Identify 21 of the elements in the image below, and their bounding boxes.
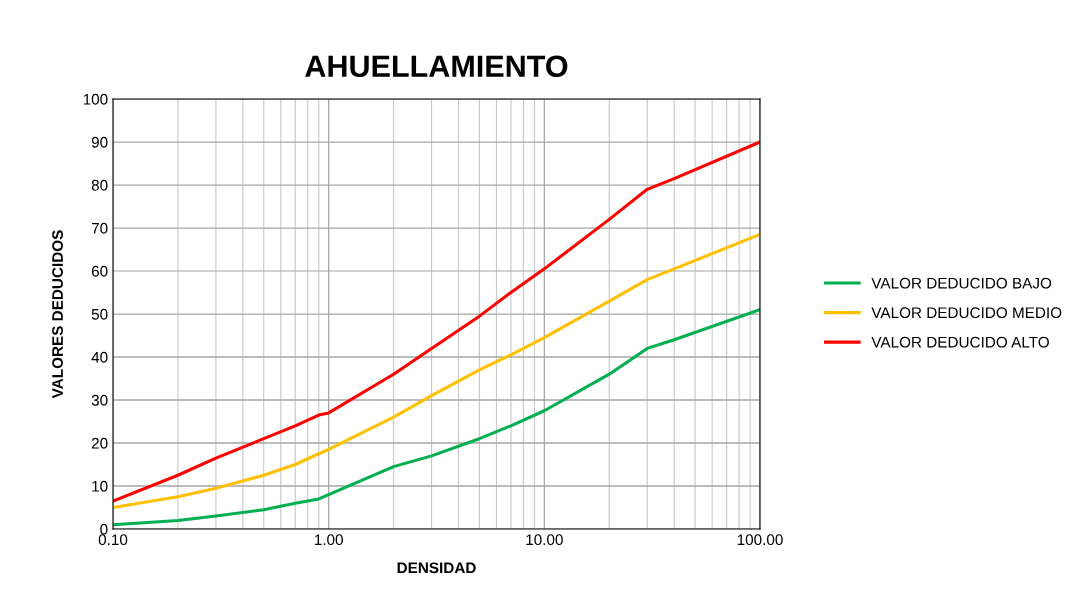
y-tick-label: 60 <box>91 265 108 277</box>
legend-label: VALOR DEDUCIDO ALTO <box>871 336 1049 348</box>
y-tick-label: 30 <box>91 394 108 406</box>
y-tick-label: 70 <box>91 222 108 234</box>
y-tick-label: 0 <box>100 523 108 535</box>
y-tick-label: 80 <box>91 179 108 191</box>
y-tick-label: 50 <box>91 308 108 320</box>
x-tick-label: 10.00 <box>526 534 563 546</box>
y-tick-label: 20 <box>91 437 108 449</box>
y-axis-title: VALORES DEDUCIDOS <box>52 230 63 399</box>
x-axis-title: DENSIDAD <box>397 562 476 574</box>
legend-label: VALOR DEDUCIDO BAJO <box>871 277 1052 289</box>
y-tick-label: 90 <box>91 136 108 148</box>
x-tick-label: 0.10 <box>98 534 128 546</box>
x-tick-label: 1.00 <box>314 534 343 546</box>
y-tick-label: 40 <box>91 351 108 363</box>
y-tick-label: 100 <box>83 93 108 105</box>
legend-label: VALOR DEDUCIDO MEDIO <box>871 307 1062 319</box>
x-tick-label: 100.00 <box>737 534 783 546</box>
y-tick-label: 10 <box>92 480 108 492</box>
chart-title: AHUELLAMIENTO <box>305 55 568 78</box>
